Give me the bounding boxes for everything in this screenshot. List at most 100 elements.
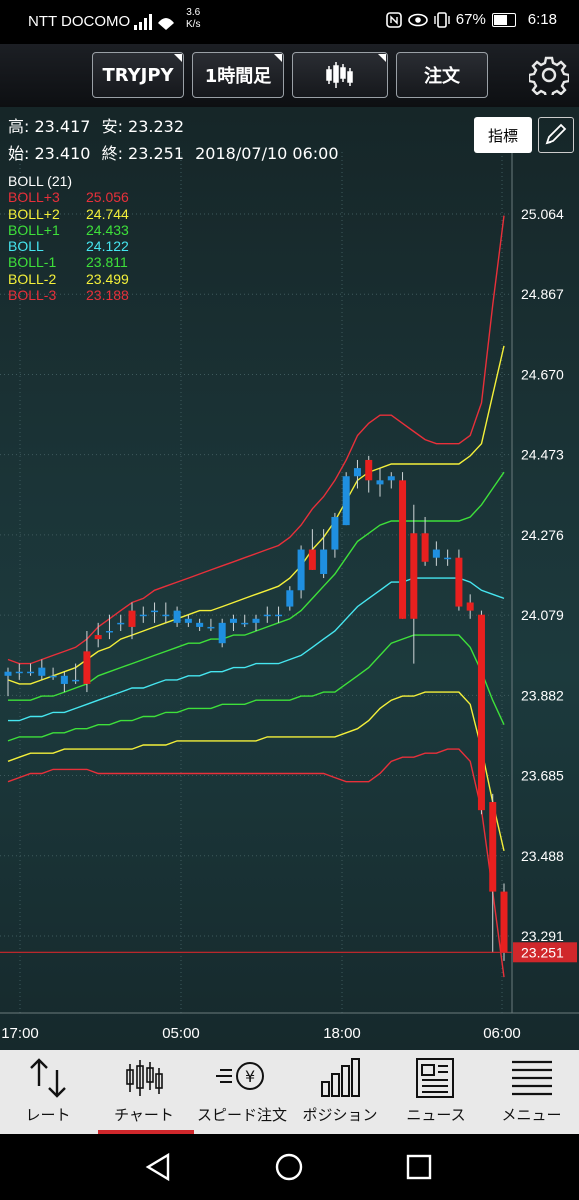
legend-name: BOLL-3 [8, 287, 57, 304]
candle-body [489, 802, 497, 892]
symbol-label: TRYJPY [102, 64, 174, 86]
news-icon [416, 1058, 454, 1098]
candle-body [500, 891, 508, 953]
y-tick-label: 23.685 [521, 768, 564, 784]
legend-row: BOLL+2 24.744 [8, 206, 129, 222]
bollinger-band-line [7, 691, 505, 852]
legend-row: BOLL-1 23.811 [8, 254, 129, 270]
legend-value: 23.499 [86, 270, 129, 287]
bollinger-band-line [7, 345, 505, 685]
bollinger-legend: BOLL (21) BOLL+3 25.056 BOLL+2 24.744 BOLL… [8, 173, 129, 303]
candle-body [15, 671, 23, 674]
vibrate-icon [434, 11, 450, 28]
current-price-tag [513, 942, 577, 963]
nav-label: メニュー [501, 1106, 562, 1124]
ohlc-row-1: 高: 23.417 安: 23.232 [8, 113, 184, 137]
candle-body [410, 533, 418, 619]
candlestick-chart[interactable]: 25.064 24.867 24.670 24.473 24.276 24.079 23.8… [0, 107, 579, 1050]
candle-body [128, 610, 136, 627]
candle-body [252, 618, 260, 623]
nav-label: スピード注文 [196, 1106, 287, 1124]
status-bar: NTT DOCOMO 3.6 K/s 67% 6:18 [0, 0, 579, 44]
candle-body [162, 614, 170, 617]
legend-row: BOLL-2 23.499 [8, 271, 129, 287]
bollinger-band-line [7, 215, 505, 665]
y-tick-label: 25.064 [521, 206, 564, 222]
candle-body [376, 480, 384, 485]
timeframe-selector-button[interactable]: 1時間足 [192, 52, 284, 98]
battery-percent: 67% [455, 11, 486, 28]
signal-strength-icon [134, 14, 174, 30]
candle-body [151, 610, 159, 613]
bollinger-band-line [7, 748, 505, 978]
timeframe-label: 1時間足 [204, 66, 272, 87]
nav-chart[interactable]: チャート [96, 1050, 192, 1134]
candle-body [477, 614, 485, 811]
nav-menu[interactable]: メニュー [484, 1050, 579, 1134]
legend-name: BOLL-2 [8, 270, 57, 287]
y-tick-label: 24.670 [521, 366, 564, 382]
candle-body [83, 651, 91, 684]
candle-body [286, 590, 294, 607]
order-button[interactable]: 注文 [396, 52, 488, 98]
home-icon[interactable] [274, 1152, 304, 1182]
speed-order-icon: ¥ [216, 1062, 264, 1090]
legend-row: BOLL 24.122 [8, 238, 129, 254]
candle-body [38, 667, 46, 676]
network-speed-value: 3.6 [186, 7, 201, 18]
legend-value: 23.811 [86, 254, 128, 271]
legend-row: BOLL+3 25.056 [8, 189, 129, 205]
candle-body [421, 533, 429, 562]
battery-icon [491, 12, 516, 27]
indicator-button[interactable]: 指標 [474, 117, 532, 153]
legend-value: 23.188 [86, 287, 129, 304]
position-bars-icon [321, 1058, 360, 1097]
back-icon[interactable] [144, 1152, 174, 1182]
legend-value: 24.744 [86, 205, 129, 222]
bollinger-band-line [7, 634, 505, 742]
current-price-label: 23.251 [521, 944, 564, 960]
x-tick-label: 18:00 [323, 1025, 361, 1042]
gear-icon[interactable] [529, 55, 569, 95]
drawing-tool-button[interactable] [538, 117, 574, 153]
candle-body [196, 622, 204, 627]
bollinger-band-line [8, 577, 505, 722]
x-tick-label: 17:00 [1, 1025, 39, 1042]
candle-body [466, 602, 474, 611]
candle-body [365, 459, 373, 481]
chart-type-button[interactable] [292, 52, 388, 98]
symbol-selector-button[interactable]: TRYJPY [92, 52, 184, 98]
legend-name: BOLL+1 [8, 221, 60, 238]
open-price: 始: 23.410 [8, 144, 91, 163]
candle-body [455, 557, 463, 607]
clock: 6:18 [527, 11, 557, 28]
dropdown-corner-icon [174, 54, 182, 62]
candle-body [353, 468, 361, 477]
ohlc-row-2: 始: 23.410 終: 23.251 2018/07/10 06:00 [8, 140, 339, 164]
nav-rate[interactable]: レート [0, 1050, 96, 1134]
chart-area[interactable]: 25.064 24.867 24.670 24.473 24.276 24.079 23.8… [0, 107, 579, 1050]
legend-name: BOLL-1 [8, 254, 57, 271]
carrier-name: NTT DOCOMO [28, 13, 131, 30]
candle-body [207, 626, 215, 629]
menu-icon [511, 1060, 552, 1096]
legend-row: BOLL+1 24.433 [8, 222, 129, 238]
candle-body [432, 549, 440, 558]
nav-label: ポジション [302, 1106, 378, 1124]
recents-icon[interactable] [404, 1152, 434, 1182]
candle-body [444, 557, 452, 560]
nav-label: レート [25, 1106, 71, 1124]
candle-body [49, 675, 57, 678]
low-price: 安: 23.232 [101, 117, 185, 136]
indicator-label: 指標 [487, 126, 518, 145]
legend-title: BOLL (21) [8, 173, 73, 189]
candle-body [184, 618, 192, 623]
nav-position[interactable]: ポジション [292, 1050, 388, 1134]
bottom-nav: レート チャート ¥ スピード注文 ポジ [0, 1050, 579, 1134]
nav-speed-order[interactable]: ¥ スピード注文 [192, 1050, 292, 1134]
candle-body [308, 549, 316, 570]
legend-value: 24.122 [86, 238, 129, 255]
network-speed: 3.6 K/s [186, 7, 200, 31]
nav-news[interactable]: ニュース [388, 1050, 484, 1134]
legend-name: BOLL [8, 238, 44, 255]
